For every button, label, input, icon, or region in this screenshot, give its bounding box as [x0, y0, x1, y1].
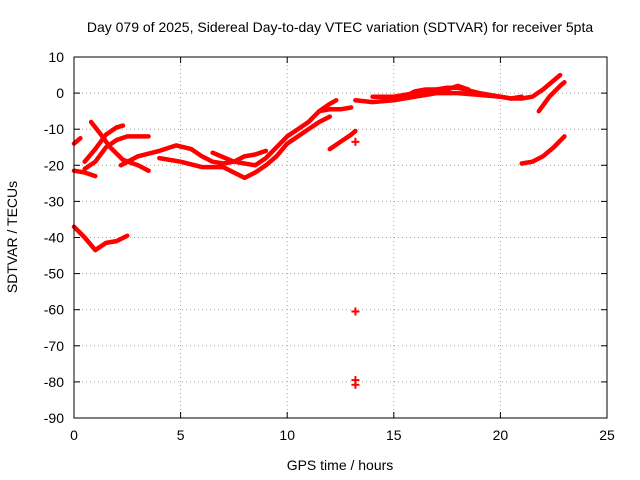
x-tick-label: 5 — [177, 427, 185, 443]
series-trace-6 — [82, 134, 151, 172]
trace-line — [391, 83, 471, 101]
series-trace-16 — [536, 80, 567, 114]
data-series — [71, 72, 567, 389]
y-tick-label: -40 — [44, 230, 64, 246]
series-trace-2 — [71, 168, 98, 179]
y-tick-label: 10 — [48, 49, 64, 65]
y-tick-label: -60 — [44, 302, 64, 318]
series-trace-8 — [157, 114, 333, 181]
trace-line — [71, 224, 130, 253]
trace-line — [327, 128, 358, 152]
y-tick-label: -80 — [44, 374, 64, 390]
trace-line — [118, 143, 269, 168]
trace-line — [536, 80, 567, 114]
series-trace-11 — [327, 128, 358, 152]
y-tick-label: -70 — [44, 338, 64, 354]
trace-line — [88, 119, 151, 173]
y-tick-label: -50 — [44, 266, 64, 282]
trace-line — [519, 134, 567, 166]
series-trace-5 — [88, 119, 151, 173]
series-trace-4 — [82, 123, 126, 164]
trace-line — [157, 114, 333, 181]
x-tick-label: 20 — [493, 427, 509, 443]
trace-line — [71, 135, 83, 146]
trace-line — [316, 105, 354, 114]
series-trace-10 — [316, 105, 354, 114]
x-tick-label: 25 — [599, 427, 615, 443]
grid-lines — [74, 57, 607, 418]
x-tick-label: 15 — [386, 427, 402, 443]
series-trace-7 — [118, 143, 269, 168]
y-tick-label: -90 — [44, 410, 64, 426]
y-axis-label: SDTVAR / TECUs — [4, 181, 20, 293]
trace-line — [82, 123, 126, 164]
y-tick-label: -20 — [44, 157, 64, 173]
x-tick-label: 0 — [70, 427, 78, 443]
y-tick-label: -10 — [44, 121, 64, 137]
series-trace-15 — [519, 134, 567, 166]
trace-line — [71, 168, 98, 179]
trace-line — [82, 134, 151, 172]
series-trace-1 — [71, 224, 130, 253]
y-tick-label: 0 — [56, 85, 64, 101]
series-isolated-points — [351, 137, 360, 389]
y-tick-label: -30 — [44, 193, 64, 209]
chart-title: Day 079 of 2025, Sidereal Day-to-day VTE… — [87, 19, 594, 35]
axis-ticks: 0 5 10 15 20 25 10 0 -10 -20 -30 -40 -50 -60 -70 -80 -90 — [44, 49, 615, 443]
x-axis-label: GPS time / hours — [287, 457, 394, 473]
series-trace-14 — [391, 83, 471, 101]
x-tick-label: 10 — [279, 427, 295, 443]
series-trace-3 — [71, 135, 83, 146]
